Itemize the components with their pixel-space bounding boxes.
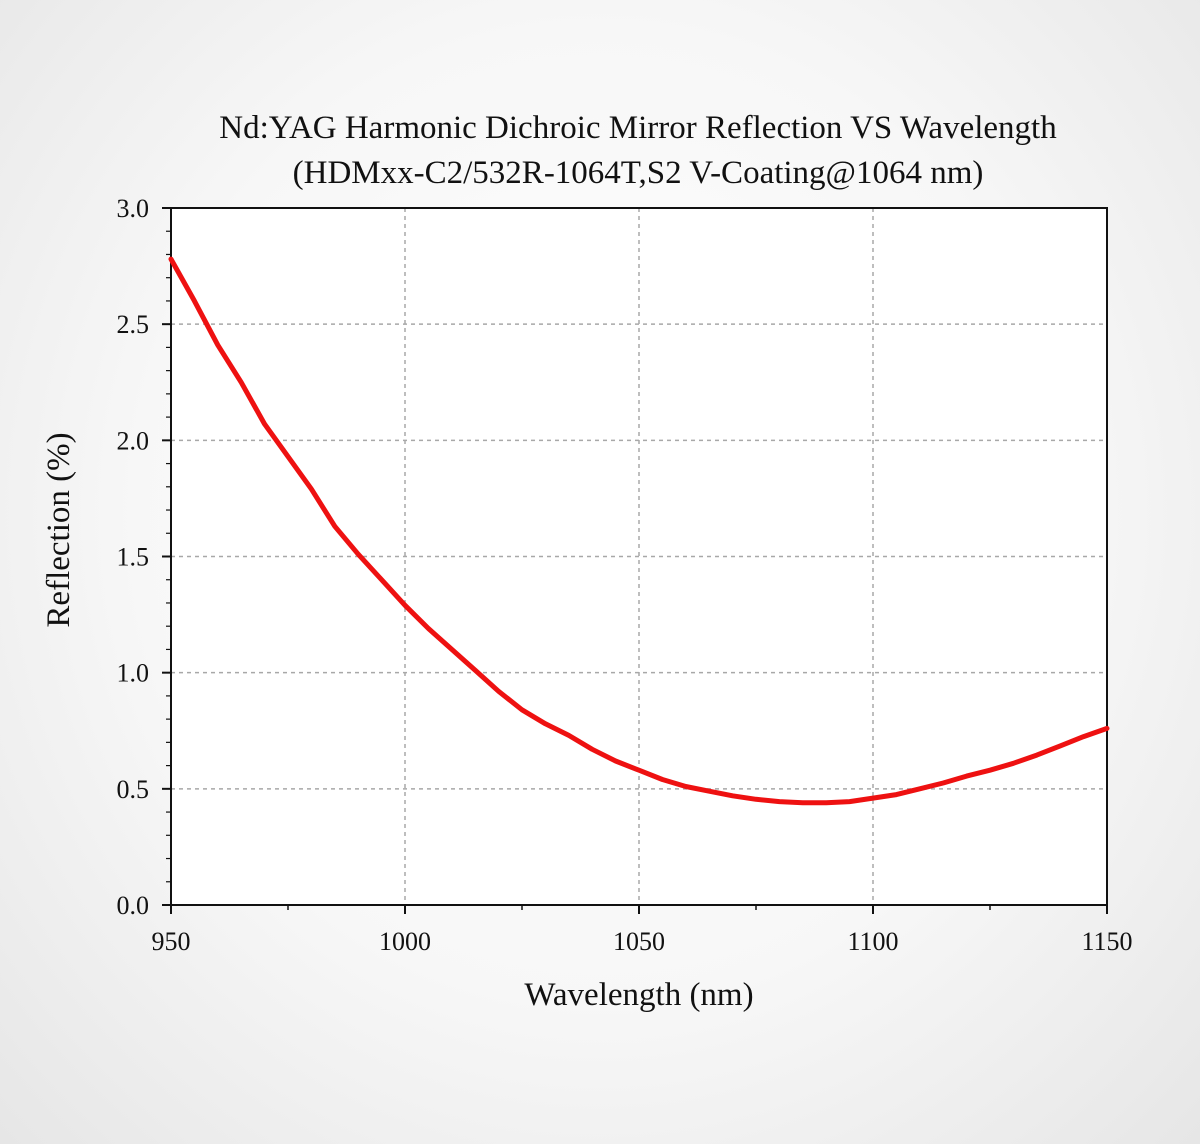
x-axis-title: Wavelength (nm) bbox=[524, 977, 753, 1013]
x-axis: 950 1000 1050 1100 1150 bbox=[152, 905, 1133, 956]
chart-subtitle: (HDMxx-C2/532R-1064T,S2 V-Coating@1064 n… bbox=[293, 155, 984, 191]
x-tick-label: 1150 bbox=[1081, 927, 1132, 956]
y-axis: 0.0 0.5 1.0 1.5 2.0 2.5 3.0 bbox=[117, 194, 171, 920]
y-tick-label: 1.0 bbox=[117, 659, 150, 688]
x-tick-label: 1050 bbox=[613, 927, 665, 956]
x-tick-label: 950 bbox=[152, 927, 191, 956]
reflection-curve bbox=[168, 256, 1110, 806]
y-tick-label: 1.5 bbox=[117, 543, 150, 572]
grid-lines bbox=[171, 208, 1107, 905]
y-tick-label: 0.0 bbox=[117, 891, 150, 920]
y-tick-label: 2.0 bbox=[117, 426, 150, 455]
y-axis-title: Reflection (%) bbox=[41, 432, 77, 627]
y-tick-label: 3.0 bbox=[117, 194, 150, 223]
y-tick-label: 0.5 bbox=[117, 775, 150, 804]
x-tick-label: 1000 bbox=[379, 927, 431, 956]
x-tick-label: 1100 bbox=[847, 927, 898, 956]
y-tick-label: 2.5 bbox=[117, 310, 150, 339]
chart-title: Nd:YAG Harmonic Dichroic Mirror Reflecti… bbox=[219, 110, 1057, 146]
